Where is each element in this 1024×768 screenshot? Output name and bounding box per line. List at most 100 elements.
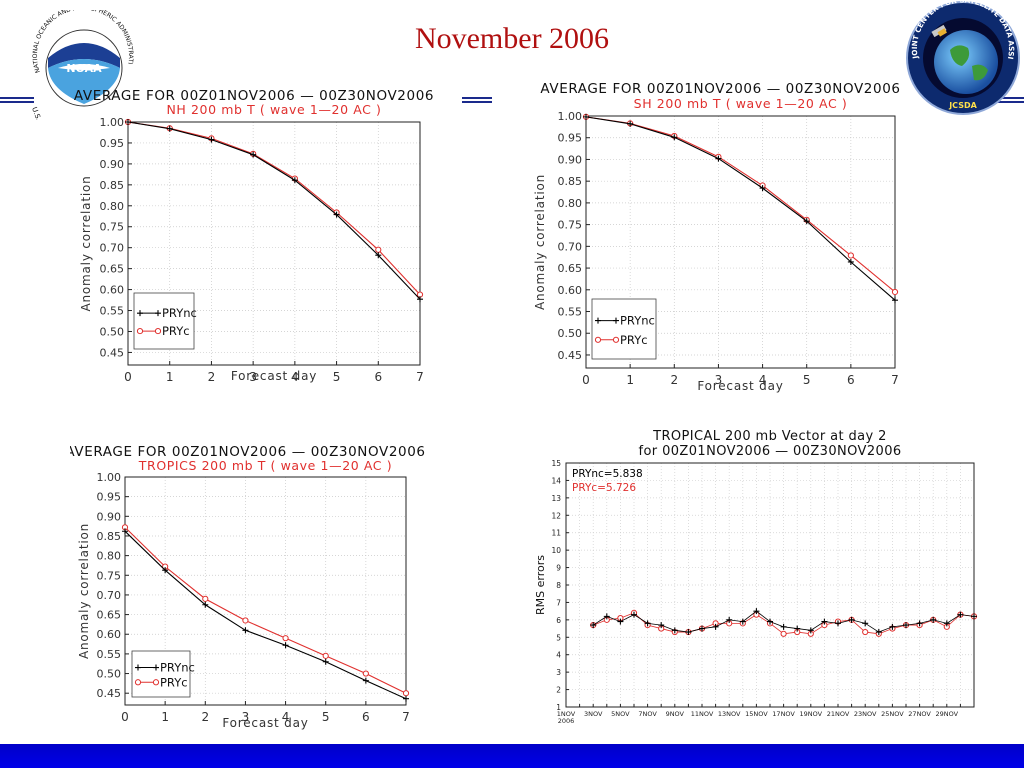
data-point xyxy=(957,611,964,618)
series-prync xyxy=(122,528,409,702)
grid xyxy=(566,462,974,708)
data-point xyxy=(375,246,382,253)
series-prync xyxy=(125,119,423,303)
y-tick-label: 9 xyxy=(556,564,561,573)
x-tick-label: 9NOV xyxy=(666,710,685,718)
data-point xyxy=(712,623,719,630)
noaa-logo-side-text: U.S. xyxy=(30,106,42,120)
legend-marker xyxy=(594,336,602,343)
data-point xyxy=(835,620,841,627)
data-point xyxy=(715,155,722,162)
y-tick-label: 8 xyxy=(556,581,561,590)
header-rule-middle xyxy=(462,97,492,103)
x-tick-label: 4 xyxy=(291,370,299,384)
data-point xyxy=(943,620,950,627)
x-tick-label: 27NOV xyxy=(908,710,931,718)
legend-marker xyxy=(137,310,143,317)
x-axis-label: Forecast day xyxy=(231,369,317,383)
data-point xyxy=(617,618,624,625)
y-axis-label: Anomaly correlation xyxy=(77,523,91,659)
legend-marker xyxy=(155,310,161,317)
x-tick-label: 7NOV xyxy=(638,710,657,718)
x-tick-label: 17NOV xyxy=(772,710,795,718)
y-tick-label: 0.85 xyxy=(558,175,583,188)
data-point xyxy=(250,151,257,158)
x-tick-label: 2 xyxy=(201,710,209,724)
y-tick-label: 7 xyxy=(556,598,561,607)
legend-marker xyxy=(134,679,142,686)
series-line xyxy=(585,116,896,301)
y-tick-label: 0.75 xyxy=(97,569,122,582)
data-point xyxy=(903,622,909,629)
data-point xyxy=(780,630,787,637)
chart-subtitle: TROPICS 200 mb T ( wave 1—20 AC ) xyxy=(138,458,392,473)
x-axis-label: Forecast day xyxy=(222,716,308,730)
y-tick-label: 1.00 xyxy=(97,471,122,484)
data-point xyxy=(583,113,589,120)
y-tick-label: 0.50 xyxy=(558,327,583,340)
y-tick-label: 5 xyxy=(556,633,561,642)
data-point xyxy=(208,136,215,143)
data-point xyxy=(848,616,855,623)
data-point xyxy=(930,616,937,623)
x-tick-label: 7 xyxy=(891,373,899,387)
data-point xyxy=(362,677,369,684)
y-tick-label: 0.70 xyxy=(97,589,122,602)
chart-title: AVERAGE FOR 00Z01NOV2006 — 00Z30NOV2006 xyxy=(74,88,434,104)
data-point xyxy=(125,119,131,125)
y-tick-label: 0.90 xyxy=(97,510,122,523)
x-tick-label: 3NOV xyxy=(584,710,603,718)
data-point xyxy=(767,618,773,625)
series-prync xyxy=(583,113,898,304)
data-point xyxy=(807,627,814,634)
x-tick-label: 3 xyxy=(715,373,723,387)
chart-title: AVERAGE FOR 00Z01NOV2006 — 00Z30NOV2006 xyxy=(70,444,426,460)
y-tick-label: 0.80 xyxy=(97,550,122,563)
legend-label: PRYnc xyxy=(620,314,655,328)
x-tick-label: 25NOV xyxy=(881,710,904,718)
legend-label: PRYc xyxy=(162,324,190,338)
data-point xyxy=(202,601,209,608)
y-tick-label: 0.90 xyxy=(558,153,583,166)
chart-subtitle: SH 200 mb T ( wave 1—20 AC ) xyxy=(634,96,848,111)
y-tick-label: 0.60 xyxy=(97,628,122,641)
data-point xyxy=(202,595,209,602)
y-tick-label: 6 xyxy=(556,616,561,625)
x-tick-label: 0 xyxy=(121,710,129,724)
legend-box xyxy=(131,650,191,698)
series-pryc xyxy=(582,113,899,296)
y-tick-label: 1 xyxy=(556,703,561,712)
legend-label: PRYc=5.726 xyxy=(572,482,636,494)
y-tick-label: 1.00 xyxy=(558,110,583,123)
chart-title: TROPICAL 200 mb Vector at day 2 xyxy=(652,429,887,444)
legend: PRYnc=5.838 PRYc=5.726 xyxy=(572,468,643,494)
y-tick-label: 1.00 xyxy=(100,116,125,129)
y-tick-label: 0.45 xyxy=(100,346,125,359)
series-line xyxy=(124,530,407,700)
legend-marker xyxy=(595,317,601,324)
data-point xyxy=(242,617,249,624)
y-tick-label: 0.55 xyxy=(100,305,125,318)
y-tick-label: 0.65 xyxy=(97,609,122,622)
footer-bar xyxy=(0,744,1024,768)
chart-title: AVERAGE FOR 00Z01NOV2006 — 00Z30NOV2006 xyxy=(540,81,900,97)
x-tick-label: 29NOV xyxy=(936,710,959,718)
data-point xyxy=(685,629,692,636)
y-tick-label: 11 xyxy=(551,529,561,538)
y-axis-label: Anomaly correlation xyxy=(533,174,547,310)
x-tick-label: 4 xyxy=(282,710,290,724)
data-point xyxy=(671,134,678,141)
x-tick-label: 2 xyxy=(670,373,678,387)
y-tick-label: 0.60 xyxy=(100,284,125,297)
y-tick-label: 0.75 xyxy=(100,221,125,234)
plot-frame xyxy=(585,115,896,369)
header-rule-left xyxy=(0,97,34,103)
data-point xyxy=(753,608,760,615)
x-tick-label: 13NOV xyxy=(718,710,741,718)
data-point xyxy=(759,185,766,192)
y-tick-label: 0.95 xyxy=(100,137,125,150)
data-point xyxy=(803,218,810,225)
chart-nh-anomaly-correlation: AVERAGE FOR 00Z01NOV2006 — 00Z30NOV2006N… xyxy=(74,88,434,384)
x-tick-label: 1 xyxy=(626,373,634,387)
